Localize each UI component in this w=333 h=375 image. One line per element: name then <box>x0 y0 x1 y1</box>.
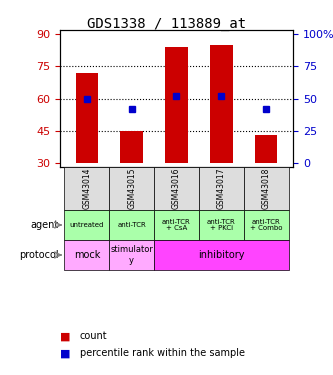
Bar <box>76 73 98 163</box>
Bar <box>165 47 188 163</box>
Text: GSM43016: GSM43016 <box>172 168 181 209</box>
FancyBboxPatch shape <box>109 240 154 270</box>
Text: anti-TCR
+ CsA: anti-TCR + CsA <box>162 219 191 231</box>
Text: protocol: protocol <box>19 250 59 260</box>
Text: GSM43018: GSM43018 <box>262 168 271 209</box>
Text: mock: mock <box>74 250 100 260</box>
FancyBboxPatch shape <box>64 167 109 210</box>
FancyBboxPatch shape <box>154 167 199 210</box>
Text: GDS1338 / 113889_at: GDS1338 / 113889_at <box>87 17 246 31</box>
Text: anti-TCR: anti-TCR <box>117 222 146 228</box>
Text: ■: ■ <box>60 348 71 358</box>
Text: GSM43014: GSM43014 <box>82 168 91 209</box>
Text: agent: agent <box>31 220 59 230</box>
Text: anti-TCR
+ PKCi: anti-TCR + PKCi <box>207 219 236 231</box>
Text: stimulator
y: stimulator y <box>110 245 153 265</box>
Text: GSM43015: GSM43015 <box>127 168 136 209</box>
Bar <box>121 131 143 163</box>
Text: inhibitory: inhibitory <box>198 250 244 260</box>
FancyBboxPatch shape <box>154 210 199 240</box>
FancyBboxPatch shape <box>199 210 244 240</box>
FancyBboxPatch shape <box>109 210 154 240</box>
Bar <box>255 135 277 163</box>
Bar <box>210 45 232 163</box>
FancyBboxPatch shape <box>154 240 289 270</box>
FancyBboxPatch shape <box>244 167 289 210</box>
FancyBboxPatch shape <box>109 167 154 210</box>
Text: untreated: untreated <box>70 222 104 228</box>
Text: GSM43017: GSM43017 <box>217 168 226 209</box>
Text: percentile rank within the sample: percentile rank within the sample <box>80 348 245 358</box>
FancyBboxPatch shape <box>64 240 109 270</box>
Text: count: count <box>80 332 108 341</box>
FancyBboxPatch shape <box>199 167 244 210</box>
Text: ■: ■ <box>60 332 71 341</box>
Text: anti-TCR
+ Combo: anti-TCR + Combo <box>250 219 282 231</box>
FancyBboxPatch shape <box>64 210 109 240</box>
FancyBboxPatch shape <box>244 210 289 240</box>
